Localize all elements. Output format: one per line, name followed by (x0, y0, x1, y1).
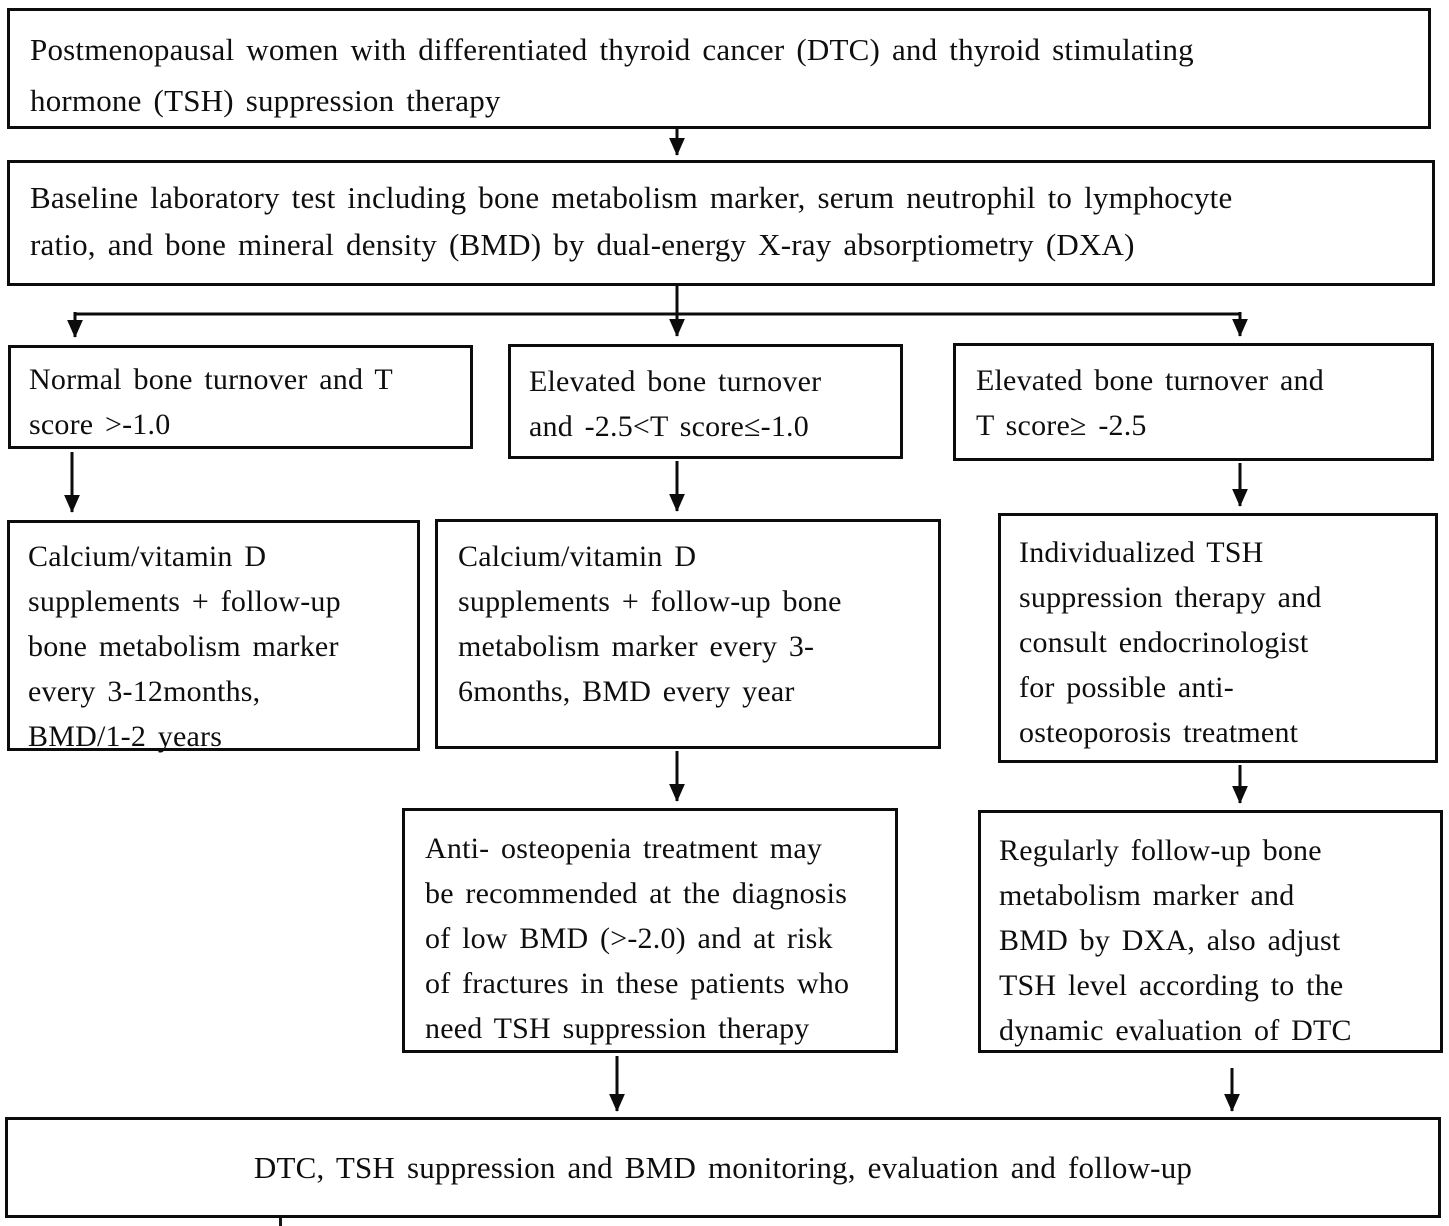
elevated-turnover-mid-box: Elevated bone turnover and -2.5<T score≤… (508, 344, 903, 459)
antiosteopenia-treatment-text: Anti- osteopenia treatment may be recomm… (425, 832, 850, 1045)
calcium-supplement-normal-text: Calcium/vitamin D supplements + follow-u… (28, 540, 341, 753)
regular-followup-text: Regularly follow-up bone metabolism mark… (999, 834, 1352, 1047)
normal-turnover-box: Normal bone turnover and T score >-1.0 (8, 345, 473, 449)
calcium-supplement-normal-box: Calcium/vitamin D supplements + follow-u… (7, 520, 420, 1226)
elevated-turnover-severe-box: Elevated bone turnover and T score≥ -2.5 (953, 343, 1434, 461)
population-text: Postmenopausal women with differentiated… (30, 32, 1194, 118)
antiosteopenia-treatment-box: Anti- osteopenia treatment may be recomm… (402, 808, 898, 1053)
elevated-turnover-mid-text: Elevated bone turnover and -2.5<T score≤… (529, 365, 822, 443)
normal-turnover-text: Normal bone turnover and T score >-1.0 (29, 363, 393, 441)
baseline-test-text: Baseline laboratory test including bone … (30, 180, 1233, 262)
calcium-supplement-mid-text: Calcium/vitamin D supplements + follow-u… (458, 540, 842, 708)
population-box: Postmenopausal women with differentiated… (7, 8, 1431, 129)
outcome-box: DTC, TSH suppression and BMD monitoring,… (5, 1117, 1441, 1218)
outcome-text: DTC, TSH suppression and BMD monitoring,… (253, 1150, 1193, 1185)
regular-followup-box: Regularly follow-up bone metabolism mark… (978, 810, 1443, 1053)
baseline-test-box: Baseline laboratory test including bone … (7, 160, 1435, 286)
elevated-turnover-severe-text: Elevated bone turnover and T score≥ -2.5 (976, 364, 1324, 442)
individualized-tsh-text: Individualized TSH suppression therapy a… (1019, 536, 1322, 749)
calcium-supplement-mid-box: Calcium/vitamin D supplements + follow-u… (435, 519, 941, 749)
individualized-tsh-box: Individualized TSH suppression therapy a… (998, 513, 1438, 763)
